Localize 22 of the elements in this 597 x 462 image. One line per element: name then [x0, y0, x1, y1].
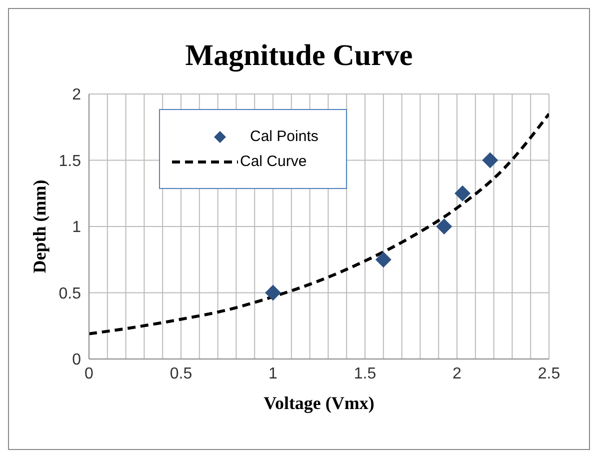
y-tick-label: 0: [72, 352, 82, 369]
y-axis-title: Depth (mm): [29, 180, 50, 274]
x-tick-label: 2.5: [538, 365, 560, 382]
y-tick-label: 2: [72, 86, 82, 104]
x-axis-title: Voltage (Vmx): [264, 393, 374, 413]
legend-label: Cal Curve: [240, 153, 307, 170]
x-tick-label: 2: [452, 365, 462, 382]
chart-title: Magnitude Curve: [184, 39, 414, 73]
x-tick-label: 0.5: [170, 365, 192, 382]
point: [375, 252, 392, 268]
y-tick-label: 0.5: [58, 285, 82, 302]
line-series: [89, 112, 549, 336]
x-tick-label: 1.5: [354, 365, 376, 382]
y-tick-label: 1: [72, 219, 82, 236]
legend-label: Cal Points: [250, 128, 318, 145]
point: [454, 185, 471, 202]
y-tick-label: 1.5: [58, 152, 82, 170]
point: [482, 152, 498, 168]
point: [265, 284, 281, 301]
point: [436, 218, 452, 234]
x-tick-label: 0: [84, 365, 94, 382]
x-tick-label: 1: [268, 365, 278, 382]
